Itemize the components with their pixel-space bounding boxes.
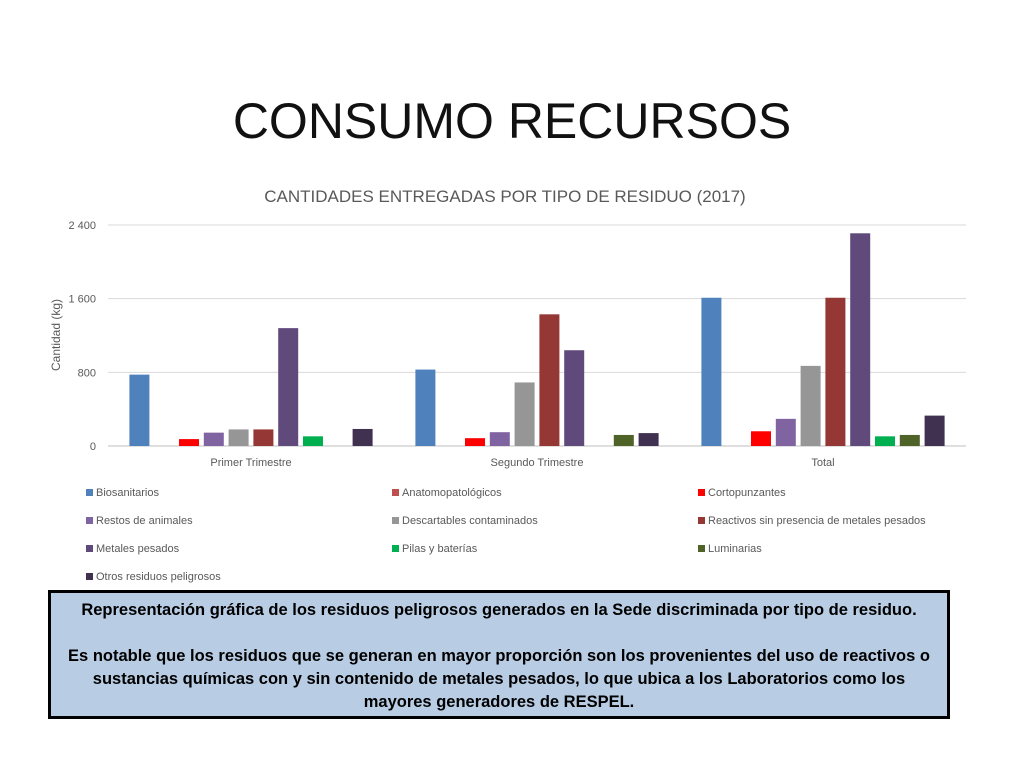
summary-callout: Representación gráfica de los residuos p… bbox=[48, 590, 950, 719]
legend-swatch bbox=[698, 545, 705, 552]
bar-9-3 bbox=[899, 434, 920, 446]
bar-8-3 bbox=[875, 436, 895, 446]
legend-item-1: Biosanitarios bbox=[86, 487, 159, 499]
legend-label: Anatomopatológicos bbox=[402, 487, 502, 499]
waste-bar-chart: CANTIDADES ENTREGADAS POR TIPO DE RESIDU… bbox=[49, 187, 966, 583]
bar-10-3 bbox=[924, 415, 945, 446]
legend-label: Pilas y baterías bbox=[402, 543, 478, 555]
slide-title: CONSUMO RECURSOS bbox=[232, 93, 792, 149]
y-axis-label: Cantidad (kg) bbox=[49, 299, 63, 371]
legend-item-7: Metales pesados bbox=[86, 543, 180, 555]
chart-title: CANTIDADES ENTREGADAS POR TIPO DE RESIDU… bbox=[264, 187, 745, 206]
y-tick-label: 2 400 bbox=[68, 220, 96, 232]
bar-1-3 bbox=[701, 297, 722, 446]
legend-swatch bbox=[86, 573, 93, 580]
legend-swatch bbox=[392, 489, 399, 496]
legend-label: Biosanitarios bbox=[96, 487, 159, 499]
legend-item-9: Luminarias bbox=[698, 543, 762, 555]
legend-swatch bbox=[86, 489, 93, 496]
y-tick-label: 1 600 bbox=[68, 294, 96, 306]
y-tick-label: 800 bbox=[78, 367, 96, 379]
legend-label: Restos de animales bbox=[96, 515, 193, 527]
bar-1-1 bbox=[129, 374, 150, 446]
bar-6-2 bbox=[539, 314, 560, 446]
y-tick-labels: 0 800 1 600 2 400 bbox=[68, 220, 96, 453]
bar-4-3 bbox=[775, 418, 796, 446]
bar-10-2 bbox=[638, 433, 659, 446]
bar-5-1 bbox=[228, 429, 249, 446]
legend-swatch bbox=[392, 545, 399, 552]
bar-5-2 bbox=[514, 382, 535, 446]
callout-line-1: Representación gráfica de los residuos p… bbox=[81, 601, 917, 619]
legend-item-3: Cortopunzantes bbox=[698, 487, 786, 499]
x-tick-label: Segundo Trimestre bbox=[491, 457, 584, 469]
y-tick-label: 0 bbox=[90, 441, 96, 453]
legend-swatch bbox=[392, 517, 399, 524]
bar-4-2 bbox=[489, 432, 510, 446]
x-tick-labels: Primer Trimestre Segundo Trimestre Total bbox=[210, 457, 834, 469]
bar-5-3 bbox=[800, 365, 821, 446]
legend-item-10: Otros residuos peligrosos bbox=[86, 571, 221, 583]
bar-marks bbox=[129, 233, 945, 446]
bar-7-2 bbox=[564, 350, 585, 446]
bar-6-3 bbox=[825, 297, 846, 446]
bar-8-1 bbox=[303, 436, 323, 446]
bar-1-2 bbox=[415, 369, 436, 446]
legend-label: Descartables contaminados bbox=[402, 515, 538, 527]
legend-label: Luminarias bbox=[708, 543, 762, 555]
legend-swatch bbox=[86, 545, 93, 552]
legend-label: Metales pesados bbox=[96, 543, 180, 555]
bar-3-1 bbox=[179, 439, 199, 446]
bar-9-2 bbox=[613, 434, 634, 446]
legend-item-2: Anatomopatológicos bbox=[392, 487, 502, 499]
bar-6-1 bbox=[253, 429, 274, 446]
legend-item-4: Restos de animales bbox=[86, 515, 193, 527]
legend-swatch bbox=[86, 517, 93, 524]
legend-swatch bbox=[698, 517, 705, 524]
bar-3-2 bbox=[465, 438, 485, 446]
x-tick-label: Primer Trimestre bbox=[210, 457, 291, 469]
bar-4-1 bbox=[203, 432, 224, 446]
x-tick-label: Total bbox=[811, 457, 834, 469]
legend-label: Reactivos sin presencia de metales pesad… bbox=[708, 515, 926, 527]
bar-3-3 bbox=[751, 431, 771, 446]
legend-item-6: Reactivos sin presencia de metales pesad… bbox=[698, 515, 926, 527]
bar-7-1 bbox=[278, 328, 299, 446]
legend-label: Otros residuos peligrosos bbox=[96, 571, 221, 583]
legend-label: Cortopunzantes bbox=[708, 487, 786, 499]
callout-line-2: Es notable que los residuos que se gener… bbox=[68, 647, 930, 711]
bar-10-1 bbox=[352, 428, 373, 446]
legend-item-5: Descartables contaminados bbox=[392, 515, 538, 527]
gridlines bbox=[108, 224, 966, 447]
bar-7-3 bbox=[850, 233, 871, 446]
legend-item-8: Pilas y baterías bbox=[392, 543, 478, 555]
legend: Biosanitarios Anatomopatológicos Cortopunz… bbox=[86, 487, 926, 583]
legend-swatch bbox=[698, 489, 705, 496]
